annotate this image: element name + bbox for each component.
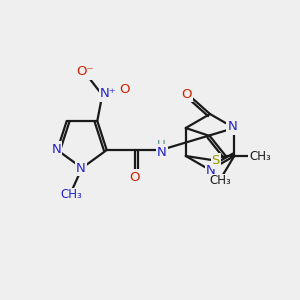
Text: N⁺: N⁺ — [100, 88, 117, 100]
Text: N: N — [157, 146, 166, 158]
Text: O⁻: O⁻ — [76, 65, 94, 79]
Text: N: N — [51, 142, 61, 155]
Text: N: N — [227, 121, 237, 134]
Text: O: O — [119, 83, 130, 97]
Text: CH₃: CH₃ — [60, 188, 82, 202]
Text: O: O — [130, 170, 140, 184]
Text: CH₃: CH₃ — [209, 175, 231, 188]
Text: S: S — [212, 154, 220, 167]
Text: H: H — [158, 139, 166, 152]
Text: CH₃: CH₃ — [249, 149, 271, 163]
Text: N: N — [206, 164, 216, 178]
Text: N: N — [76, 161, 86, 175]
Text: O: O — [182, 88, 192, 100]
